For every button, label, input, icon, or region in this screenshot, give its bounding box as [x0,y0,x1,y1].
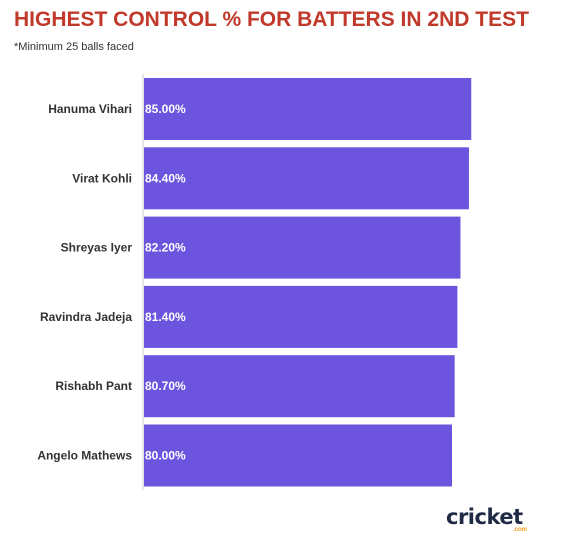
category-label: Rishabh Pant [55,379,132,393]
value-label: 80.00% [145,449,186,463]
value-label: 80.70% [145,379,186,393]
value-label: 84.40% [145,171,186,185]
chart-subtitle: *Minimum 25 balls faced [14,41,134,53]
brand-logo: cricket .com [446,505,542,535]
bar-rishabh-pant [144,355,455,418]
category-label: Shreyas Iyer [61,241,133,255]
category-label: Virat Kohli [72,171,132,185]
brand-name: cricket [446,505,523,529]
value-label: 82.20% [145,241,186,255]
brand-suffix: .com [513,527,528,533]
chart-title: HIGHEST CONTROL % FOR BATTERS IN 2ND TES… [14,8,529,31]
value-label: 85.00% [145,102,186,116]
bar-shreyas-iyer [144,216,461,279]
category-label: Hanuma Vihari [48,102,132,116]
bar-angelo-mathews [144,424,452,487]
value-label: 81.40% [145,310,186,324]
category-label: Angelo Mathews [37,449,132,463]
bar-ravindra-jadeja [144,285,458,348]
bars-group: Hanuma Vihari 85.00% Virat Kohli 84.40% Shre… [37,78,472,487]
bar-hanuma-vihari [144,78,472,140]
bar-virat-kohli [144,147,469,210]
category-label: Ravindra Jadeja [40,310,132,324]
